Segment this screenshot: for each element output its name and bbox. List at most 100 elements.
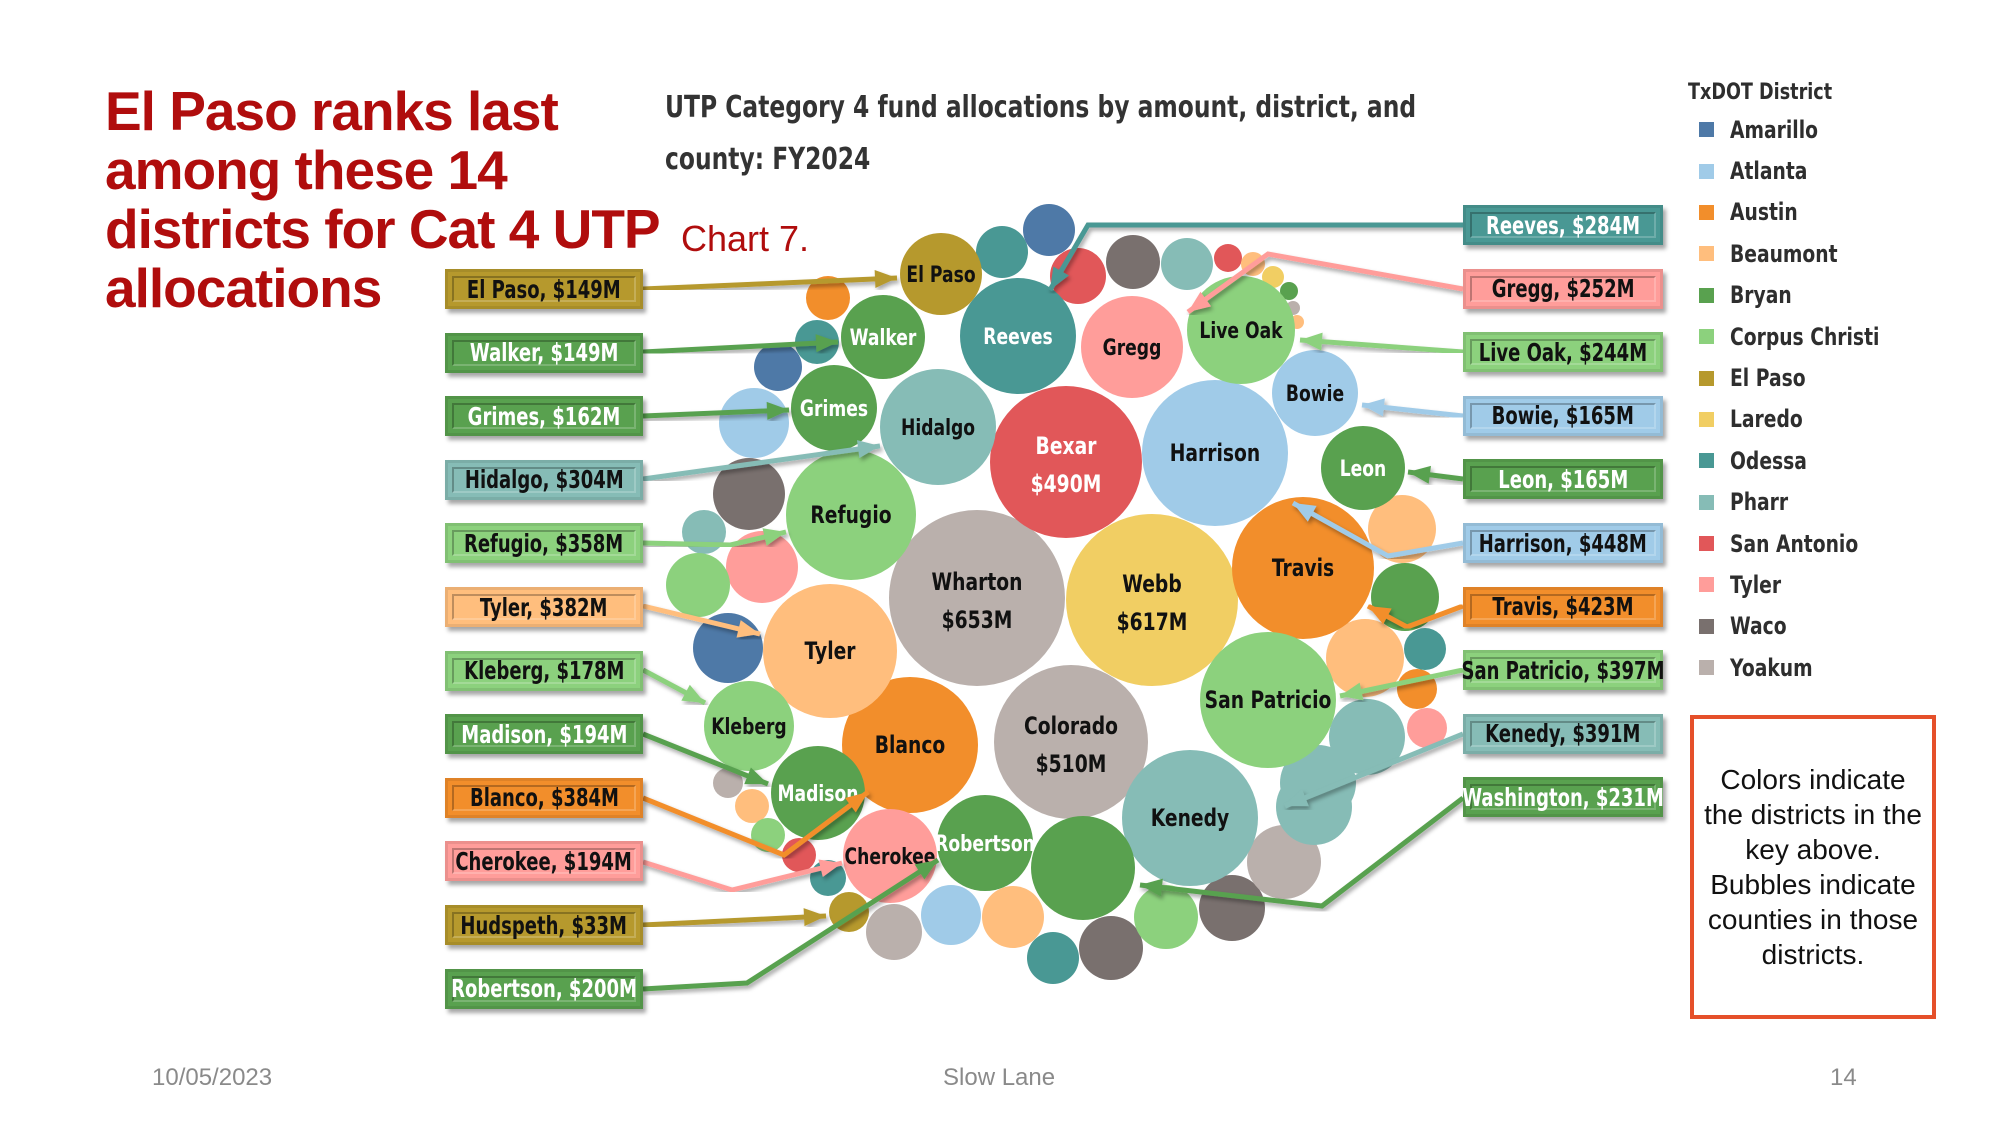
bubble-webb: Webb $617M — [1066, 514, 1238, 686]
arrowhead-icon — [1285, 789, 1309, 807]
callout-label: Harrison, $448M — [1478, 528, 1648, 558]
callout-bevel — [1470, 784, 1656, 811]
callout-washington: Washington, $231M — [1462, 777, 1664, 818]
callout-label: Kleberg, $178M — [463, 656, 625, 686]
bubble-waco-county — [1079, 916, 1143, 980]
leader-line-live-oak — [1299, 332, 1464, 355]
callout-label: Gregg, $252M — [1491, 274, 1635, 304]
legend-item-san-antonio: San Antonio — [1688, 523, 1922, 564]
legend-swatch-icon — [1699, 246, 1714, 262]
bubble-waco-county — [1106, 235, 1160, 289]
leader-line-bowie — [1361, 398, 1464, 419]
bubble-atlanta-county — [921, 885, 981, 945]
bubble-circle — [1187, 276, 1295, 384]
bubble-circle — [843, 809, 937, 903]
bubble-label: Robertson — [935, 831, 1035, 857]
bubble-label: Blanco — [875, 732, 946, 760]
bubble-travis: Travis — [1232, 497, 1374, 639]
bubble-yoakum-county — [1247, 825, 1321, 899]
legend-label: El Paso — [1730, 364, 1806, 393]
bubble-harrison: Harrison — [1142, 380, 1288, 526]
bubble-amarillo-county — [1023, 204, 1075, 256]
callout-walker: Walker, $149M — [445, 332, 643, 373]
callout-label: Reeves, $284M — [1485, 210, 1641, 240]
legend-title: TxDOT District — [1688, 80, 1833, 105]
legend-swatch-icon — [1699, 329, 1714, 345]
callout-san-patricio: San Patricio, $397M — [1461, 650, 1665, 691]
bubble-circle — [842, 677, 978, 813]
arrowhead-icon — [766, 401, 789, 420]
legend-swatch-icon — [1699, 204, 1714, 220]
bubble-value-label: $653M — [942, 607, 1013, 635]
legend-label: Bryan — [1730, 281, 1792, 310]
callout-label: Leon, $165M — [1498, 464, 1628, 494]
bubble-corpus-christi-county — [1134, 885, 1198, 949]
bubble-amarillo-county — [693, 613, 763, 683]
callout-bevel — [452, 912, 636, 938]
bubble-circle — [786, 450, 916, 580]
arrowhead-icon — [1340, 682, 1364, 701]
bubble-circle — [763, 584, 897, 718]
legend-label: Amarillo — [1730, 115, 1818, 144]
callout-gregg: Gregg, $252M — [1463, 268, 1663, 309]
bubble-label: El Paso — [906, 262, 975, 288]
bubble-bryan-county — [1280, 282, 1298, 300]
bubble-beaumont-county — [1326, 619, 1404, 697]
bubble-label: Walker — [850, 325, 917, 351]
arrowhead-icon — [815, 334, 838, 353]
callout-label: Tyler, $382M — [480, 592, 608, 622]
bubble-circle — [1031, 816, 1135, 920]
bubble-label: Gregg — [1103, 335, 1162, 361]
callout-label: Washington, $231M — [1462, 782, 1664, 812]
bubble-label: Grimes — [800, 396, 868, 422]
arrowhead-icon — [1362, 398, 1385, 417]
leader-path — [642, 407, 790, 419]
callout-robertson: Robertson, $200M — [445, 968, 643, 1009]
leader-line-walker — [642, 334, 839, 355]
bubble-grimes: Grimes — [791, 365, 877, 451]
bubble-circle — [704, 681, 794, 771]
leader-line-refugio — [642, 528, 787, 548]
bubble-circle — [1272, 350, 1358, 436]
bubble-hidalgo: Hidalgo — [880, 369, 996, 485]
bubble-reeves: Reeves — [960, 278, 1076, 394]
callout-label: Walker, $149M — [469, 338, 619, 368]
bubble-beaumont-county — [1368, 495, 1436, 563]
bubble-odessa-county — [1027, 932, 1079, 984]
leader-line-reeves — [1047, 222, 1463, 292]
bubble-label: Kleberg — [711, 714, 786, 740]
bubble-kleberg: Kleberg — [704, 681, 794, 771]
leader-line-leon — [1407, 465, 1464, 484]
explanation-note-text: Colors indicate the districts in the key… — [1704, 764, 1922, 970]
legend-item-atlanta: Atlanta — [1688, 150, 1922, 191]
leader-path — [1299, 337, 1464, 355]
bubble-circle — [960, 278, 1076, 394]
legend-label: Yoakum — [1730, 653, 1813, 682]
bubble-circle — [1081, 296, 1183, 398]
bubble-circle — [1200, 632, 1336, 768]
bubble-refugio: Refugio — [786, 450, 916, 580]
bubble-circle — [1122, 750, 1258, 886]
callout-refugio: Refugio, $358M — [445, 523, 643, 564]
callout-bevel — [452, 466, 636, 493]
callout-bevel — [1470, 530, 1656, 556]
legend-item-pharr: Pharr — [1688, 482, 1922, 523]
bubble-label: San Patricio — [1205, 687, 1332, 715]
legend-label: Laredo — [1730, 405, 1803, 434]
bubble-label: Refugio — [810, 502, 891, 530]
callout-bevel — [452, 657, 636, 684]
callout-kenedy: Kenedy, $391M — [1463, 713, 1663, 754]
leader-line-gregg — [1186, 251, 1464, 315]
chart-number-label: Chart 7. — [681, 218, 810, 259]
bubble-label: Leon — [1340, 456, 1387, 482]
leader-line-el-paso — [642, 269, 898, 292]
callout-label: Hidalgo, $304M — [464, 465, 624, 495]
bubble-value-label: $617M — [1117, 609, 1188, 637]
legend-label: Tyler — [1730, 570, 1782, 599]
bubble-pharr-county — [682, 510, 726, 554]
bubble-value-label: $490M — [1031, 471, 1102, 499]
bubble-waco-county — [713, 458, 785, 530]
bubble-label: Reeves — [983, 324, 1053, 350]
leader-line-travis — [1366, 603, 1464, 630]
